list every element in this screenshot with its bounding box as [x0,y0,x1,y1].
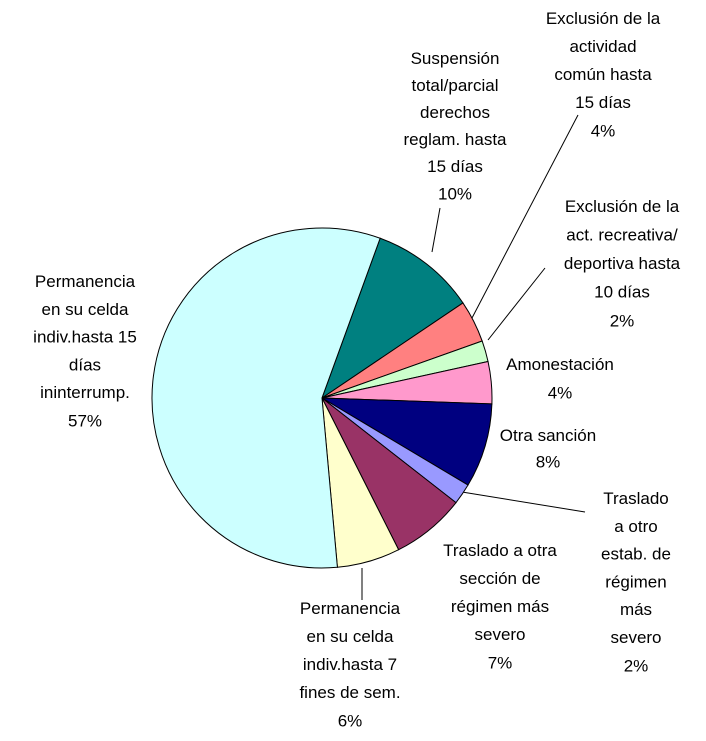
leader-line [487,267,546,341]
value-label: 4% [591,121,616,140]
slice-label: Suspensión total/parcial derechos reglam. h… [404,49,508,176]
value-label: 8% [536,452,561,471]
leader-line [431,207,441,253]
value-label: 6% [338,711,363,730]
value-label: 7% [488,653,513,672]
value-label: 2% [624,656,649,675]
pie-slice [151,227,381,569]
slice-label: Permanencia en su celda indiv.hasta 15 días… [33,272,137,402]
slice-label: Traslado a otra sección de régimen más seve… [443,541,557,644]
slice-label: Traslado a otro estab. de régimen más severo [601,489,671,647]
value-label: 57% [68,411,102,430]
value-label: 4% [548,383,573,402]
value-label: 10% [438,184,472,203]
leader-lines [361,114,586,600]
slice-label: Exclusión de la actividad común hasta 15 dí… [546,9,661,112]
leader-line [461,491,586,513]
slice-label: Amonestación [506,355,614,374]
pie-slice [321,237,464,400]
leader-line [471,114,579,319]
value-label: 2% [610,311,635,330]
slice-label: Exclusión de la act. recreativa/deportiva… [564,197,681,302]
slice-label: Otra sanción [500,426,596,445]
pie [151,227,493,569]
slice-label: Permanencia en su celda indiv.hasta 7 fines… [299,599,400,702]
